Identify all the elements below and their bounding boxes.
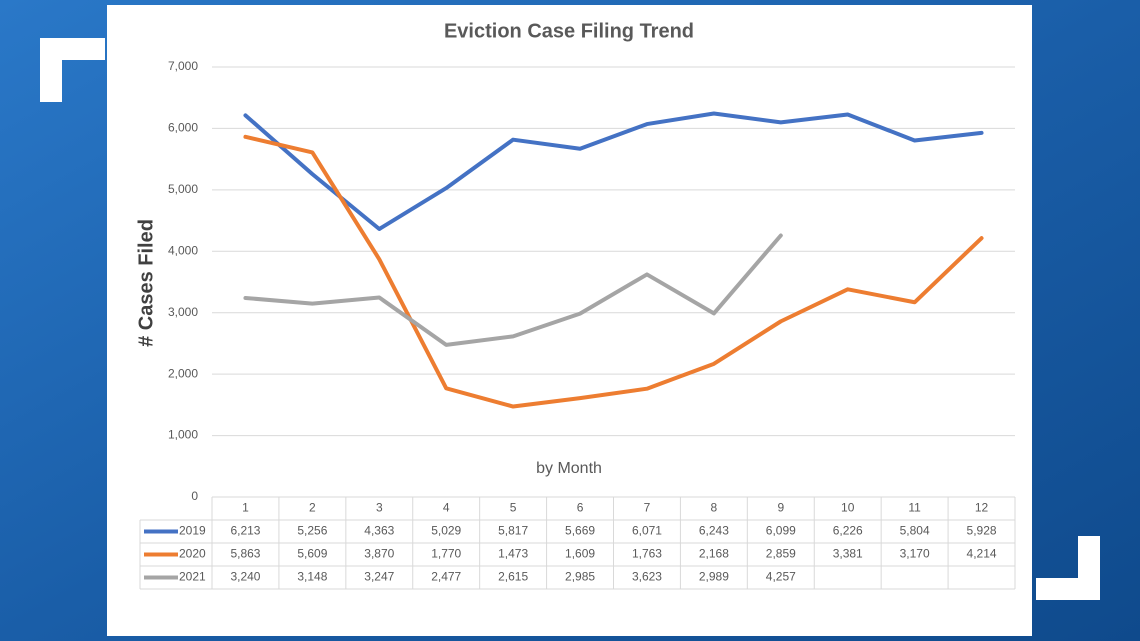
data-label: 4,214 bbox=[967, 547, 997, 561]
data-label: 5,804 bbox=[900, 524, 930, 538]
x-tick-label: 1 bbox=[242, 501, 249, 515]
data-label: 1,770 bbox=[431, 547, 461, 561]
corner-mark bbox=[40, 38, 105, 102]
series-line bbox=[243, 111, 984, 231]
data-label: 3,623 bbox=[632, 570, 662, 584]
x-tick-label: 10 bbox=[841, 501, 855, 515]
data-label: 4,257 bbox=[766, 570, 796, 584]
legend-label: 2019 bbox=[179, 524, 206, 538]
data-label: 6,099 bbox=[766, 524, 796, 538]
data-label: 5,256 bbox=[297, 524, 327, 538]
data-label: 5,928 bbox=[967, 524, 997, 538]
legend-label: 2020 bbox=[179, 547, 206, 561]
legend-label: 2021 bbox=[179, 570, 206, 584]
y-axis-label: # Cases Filed bbox=[135, 219, 157, 347]
x-tick-label: 2 bbox=[309, 501, 316, 515]
series-line bbox=[243, 134, 984, 409]
x-axis-label: by Month bbox=[536, 460, 602, 477]
data-label: 6,243 bbox=[699, 524, 729, 538]
data-label: 5,669 bbox=[565, 524, 595, 538]
y-tick-label: 1,000 bbox=[168, 428, 198, 442]
y-tick-label: 2,000 bbox=[168, 366, 198, 380]
data-label: 2,859 bbox=[766, 547, 796, 561]
chart-panel bbox=[107, 5, 1032, 636]
y-tick-label: 5,000 bbox=[168, 182, 198, 196]
data-label: 1,763 bbox=[632, 547, 662, 561]
data-label: 4,363 bbox=[364, 524, 394, 538]
data-label: 6,213 bbox=[230, 524, 260, 538]
data-label: 3,381 bbox=[833, 547, 863, 561]
x-tick-label: 7 bbox=[644, 501, 651, 515]
x-tick-label: 8 bbox=[711, 501, 718, 515]
x-tick-label: 5 bbox=[510, 501, 517, 515]
y-tick-label: 4,000 bbox=[168, 243, 198, 257]
data-label: 3,148 bbox=[297, 570, 327, 584]
x-tick-label: 9 bbox=[777, 501, 784, 515]
data-label: 1,473 bbox=[498, 547, 528, 561]
data-label: 2,985 bbox=[565, 570, 595, 584]
data-label: 5,609 bbox=[297, 547, 327, 561]
data-label: 1,609 bbox=[565, 547, 595, 561]
data-label: 3,870 bbox=[364, 547, 394, 561]
x-tick-label: 3 bbox=[376, 501, 383, 515]
data-label: 5,863 bbox=[230, 547, 260, 561]
data-label: 6,071 bbox=[632, 524, 662, 538]
data-label: 3,170 bbox=[900, 547, 930, 561]
x-tick-label: 6 bbox=[577, 501, 584, 515]
y-tick-label: 3,000 bbox=[168, 305, 198, 319]
data-label: 3,240 bbox=[230, 570, 260, 584]
y-tick-label: 7,000 bbox=[168, 59, 198, 73]
data-label: 2,615 bbox=[498, 570, 528, 584]
x-tick-label: 4 bbox=[443, 501, 450, 515]
y-tick-label: 6,000 bbox=[168, 121, 198, 135]
x-tick-label: 12 bbox=[975, 501, 989, 515]
data-label: 2,989 bbox=[699, 570, 729, 584]
data-label: 6,226 bbox=[833, 524, 863, 538]
data-label: 2,168 bbox=[699, 547, 729, 561]
x-tick-label: 11 bbox=[908, 501, 921, 515]
corner-mark bbox=[1036, 536, 1100, 600]
data-label: 3,247 bbox=[364, 570, 394, 584]
y-tick-label: 0 bbox=[191, 489, 198, 503]
data-label: 5,817 bbox=[498, 524, 528, 538]
series-line bbox=[243, 233, 783, 347]
data-label: 2,477 bbox=[431, 570, 461, 584]
data-label: 5,029 bbox=[431, 524, 461, 538]
chart-title: Eviction Case Filing Trend bbox=[444, 20, 694, 42]
